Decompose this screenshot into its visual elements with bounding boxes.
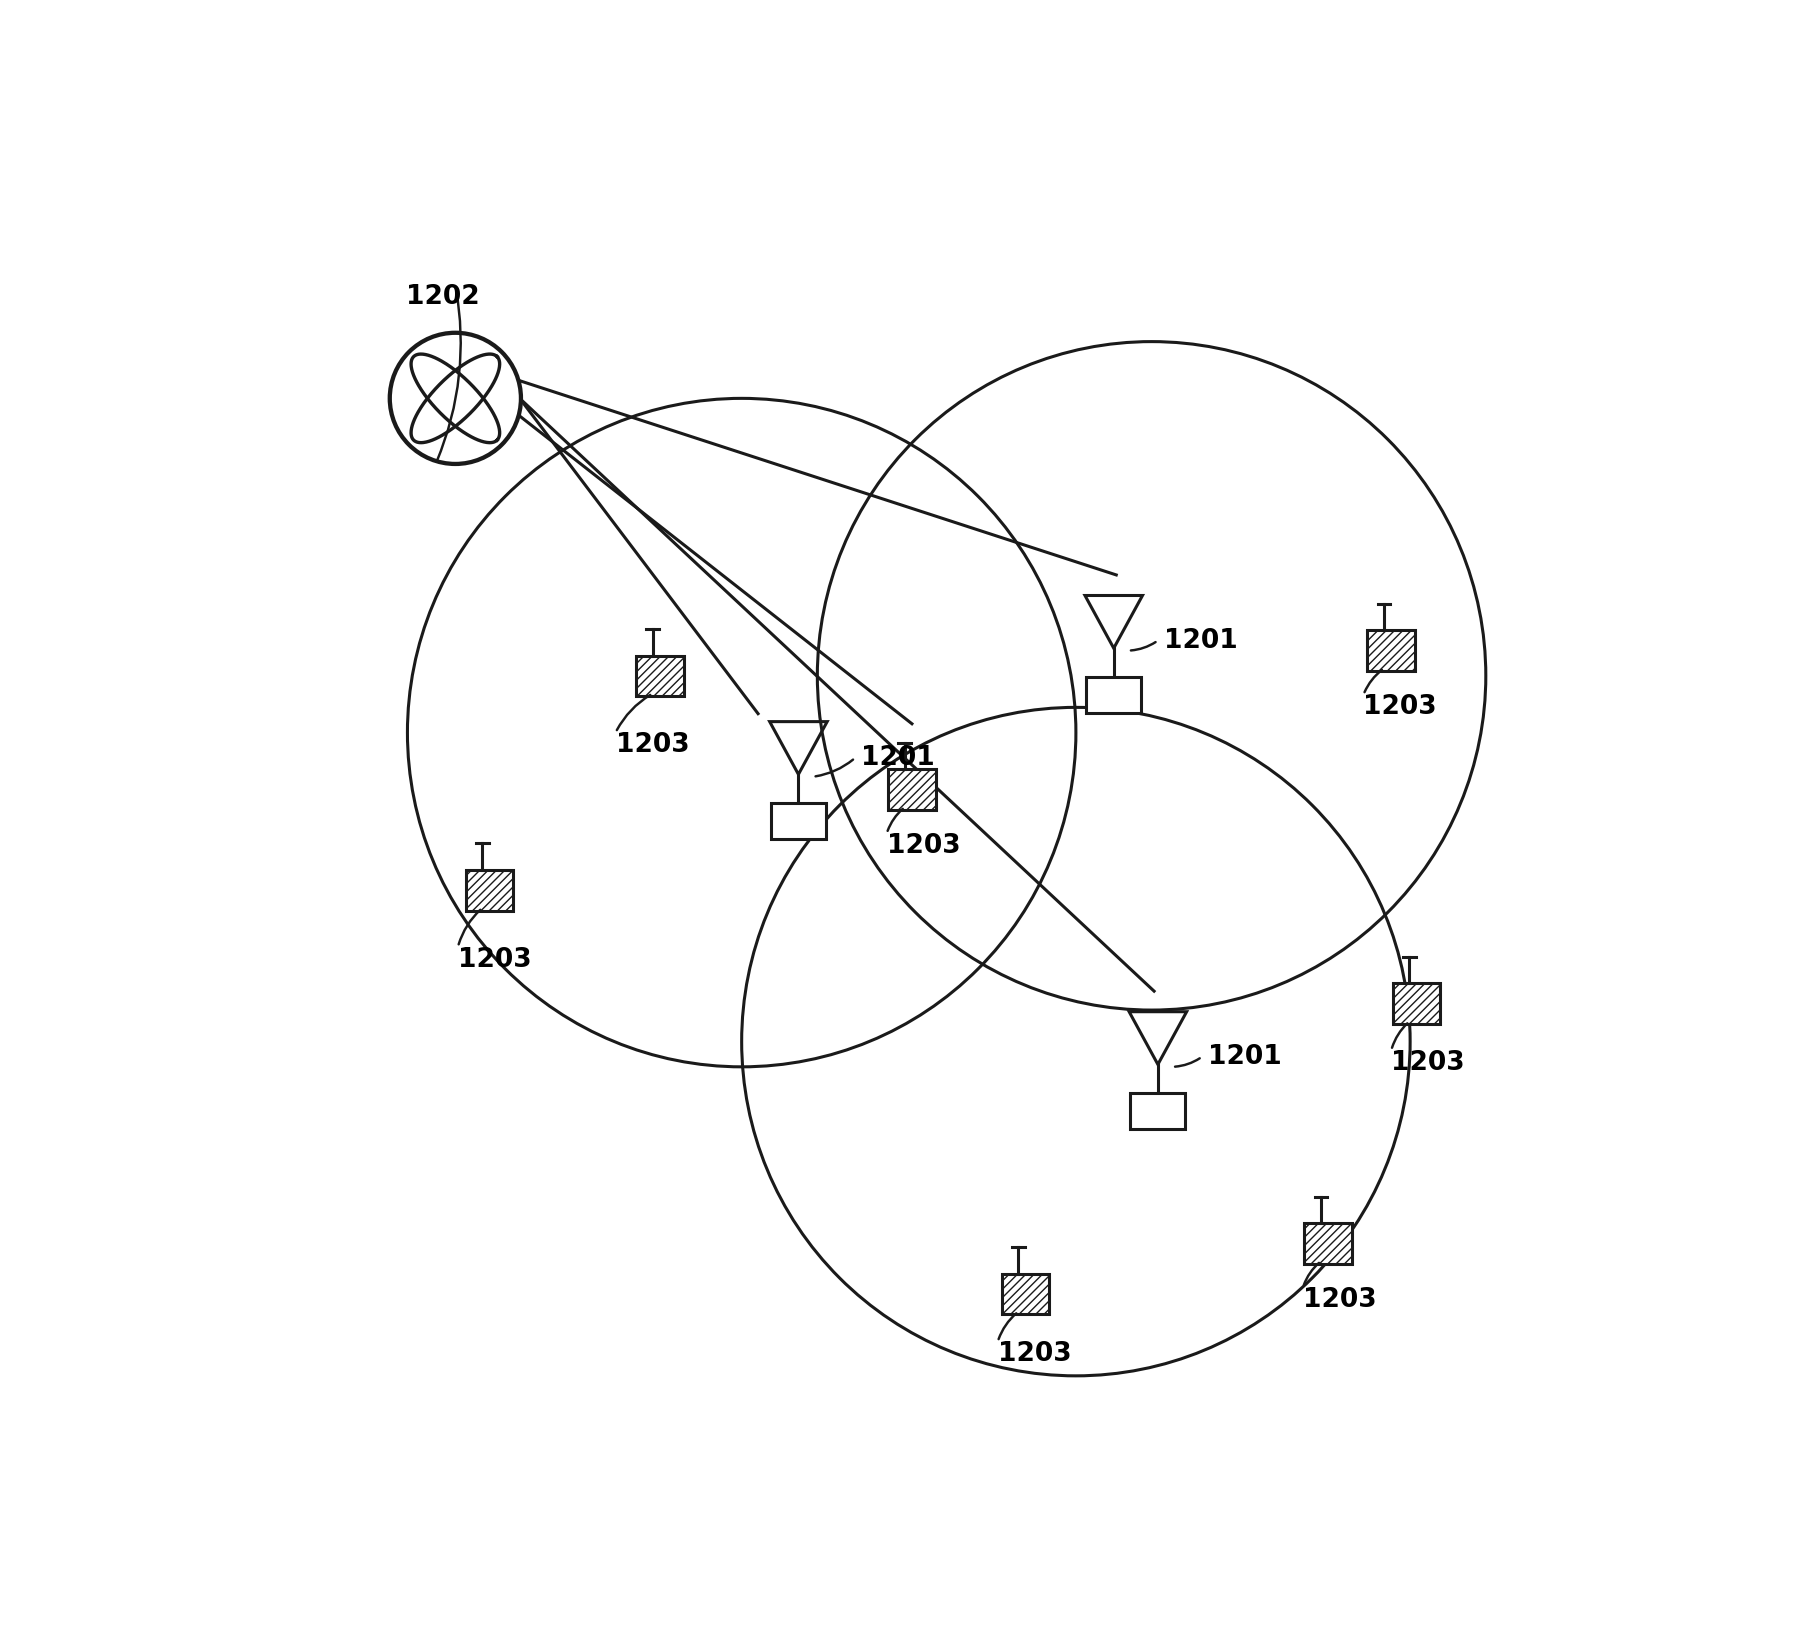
FancyBboxPatch shape <box>1304 1224 1351 1263</box>
FancyBboxPatch shape <box>1086 676 1142 713</box>
Text: 1203: 1203 <box>615 732 689 758</box>
Text: 1202: 1202 <box>406 285 480 311</box>
FancyBboxPatch shape <box>1001 1274 1050 1314</box>
Text: 1203: 1203 <box>1302 1287 1376 1314</box>
FancyBboxPatch shape <box>770 803 826 839</box>
FancyBboxPatch shape <box>465 870 514 911</box>
Text: 1203: 1203 <box>1364 695 1438 721</box>
Text: 1203: 1203 <box>888 834 960 858</box>
FancyBboxPatch shape <box>1393 983 1440 1024</box>
Text: 1201: 1201 <box>862 745 934 771</box>
Text: 1201: 1201 <box>1164 627 1238 654</box>
FancyBboxPatch shape <box>1131 1093 1185 1129</box>
FancyBboxPatch shape <box>888 770 936 809</box>
FancyBboxPatch shape <box>635 655 684 696</box>
Text: 1201: 1201 <box>1209 1043 1283 1070</box>
Text: 1203: 1203 <box>458 947 532 973</box>
Circle shape <box>390 333 521 464</box>
Text: 1203: 1203 <box>1391 1050 1465 1076</box>
Text: 1203: 1203 <box>998 1342 1072 1368</box>
FancyBboxPatch shape <box>1367 631 1414 672</box>
